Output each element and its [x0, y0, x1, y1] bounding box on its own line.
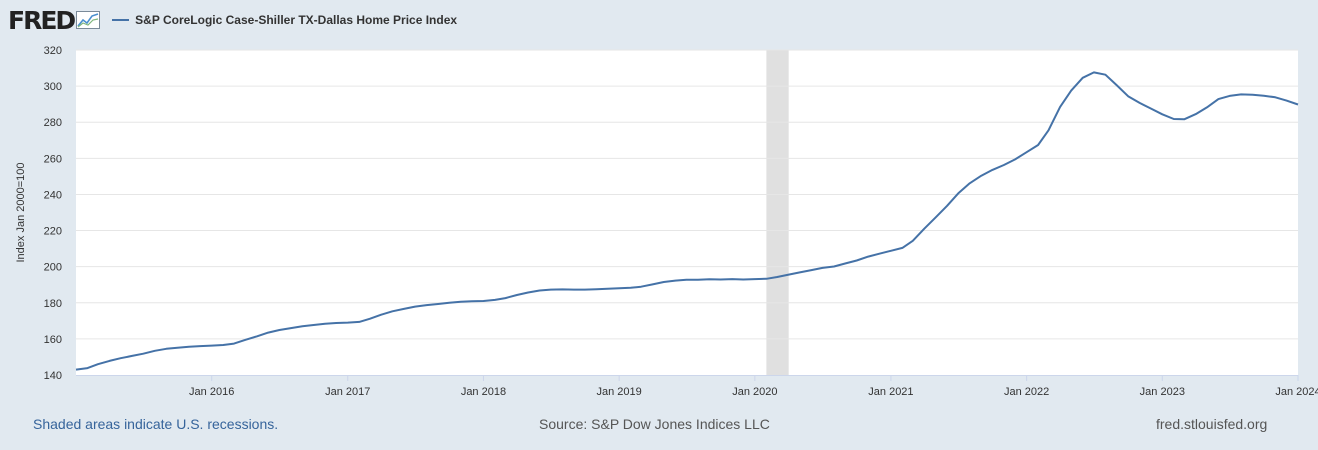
x-tick-label: Jan 2019: [597, 386, 642, 398]
x-tick-label: Jan 2024: [1275, 386, 1318, 398]
x-tick-label: Jan 2023: [1140, 386, 1185, 398]
legend-swatch: [112, 19, 130, 21]
chart-header: FRED S&P CoreLogic Case-Shiller TX-Dalla…: [8, 6, 457, 34]
y-axis-title: Index Jan 2000=100: [15, 162, 27, 262]
y-tick-label: 280: [44, 117, 62, 129]
fred-site-link[interactable]: fred.stlouisfed.org: [1156, 416, 1268, 432]
x-tick-label: Jan 2022: [1004, 386, 1049, 398]
x-tick-label: Jan 2016: [189, 386, 234, 398]
source-note: Source: S&P Dow Jones Indices LLC: [539, 416, 770, 432]
y-tick-label: 240: [44, 189, 62, 201]
chart: 140 160 180 200 220 240 260 280 300 320 Jan 2016 Ja…: [15, 45, 1318, 398]
series-line: [75, 71, 1299, 371]
y-tick-label: 200: [44, 262, 62, 274]
x-tick-label: Jan 2021: [868, 386, 913, 398]
y-tick-label: 220: [44, 226, 62, 238]
y-tick-label: 140: [44, 370, 62, 382]
y-tick-label: 300: [44, 81, 62, 93]
recession-band: [766, 50, 789, 375]
fred-logo[interactable]: FRED: [8, 5, 101, 35]
legend-label: S&P CoreLogic Case-Shiller TX-Dallas Hom…: [135, 13, 458, 27]
chart-legend: S&P CoreLogic Case-Shiller TX-Dallas Hom…: [112, 13, 457, 27]
fred-logo-text: FRED: [8, 5, 76, 35]
grid-layer: [76, 49, 1298, 340]
recession-layer: [766, 50, 789, 375]
y-tick-label: 260: [44, 153, 62, 165]
recession-note-link[interactable]: Shaded areas indicate U.S. recessions.: [33, 416, 279, 432]
fred-graph-icon: [76, 11, 101, 29]
series-layer: [75, 71, 1299, 371]
x-tick-label: Jan 2018: [461, 386, 506, 398]
axis-layer: 140 160 180 200 220 240 260 280 300 320 Jan 2016 Ja…: [44, 45, 1318, 398]
x-tick-label: Jan 2020: [732, 386, 777, 398]
y-tick-label: 320: [44, 45, 62, 57]
y-tick-label: 160: [44, 334, 62, 346]
x-tick-label: Jan 2017: [325, 386, 370, 398]
y-tick-label: 180: [44, 298, 62, 310]
plot-area: [76, 50, 1298, 375]
